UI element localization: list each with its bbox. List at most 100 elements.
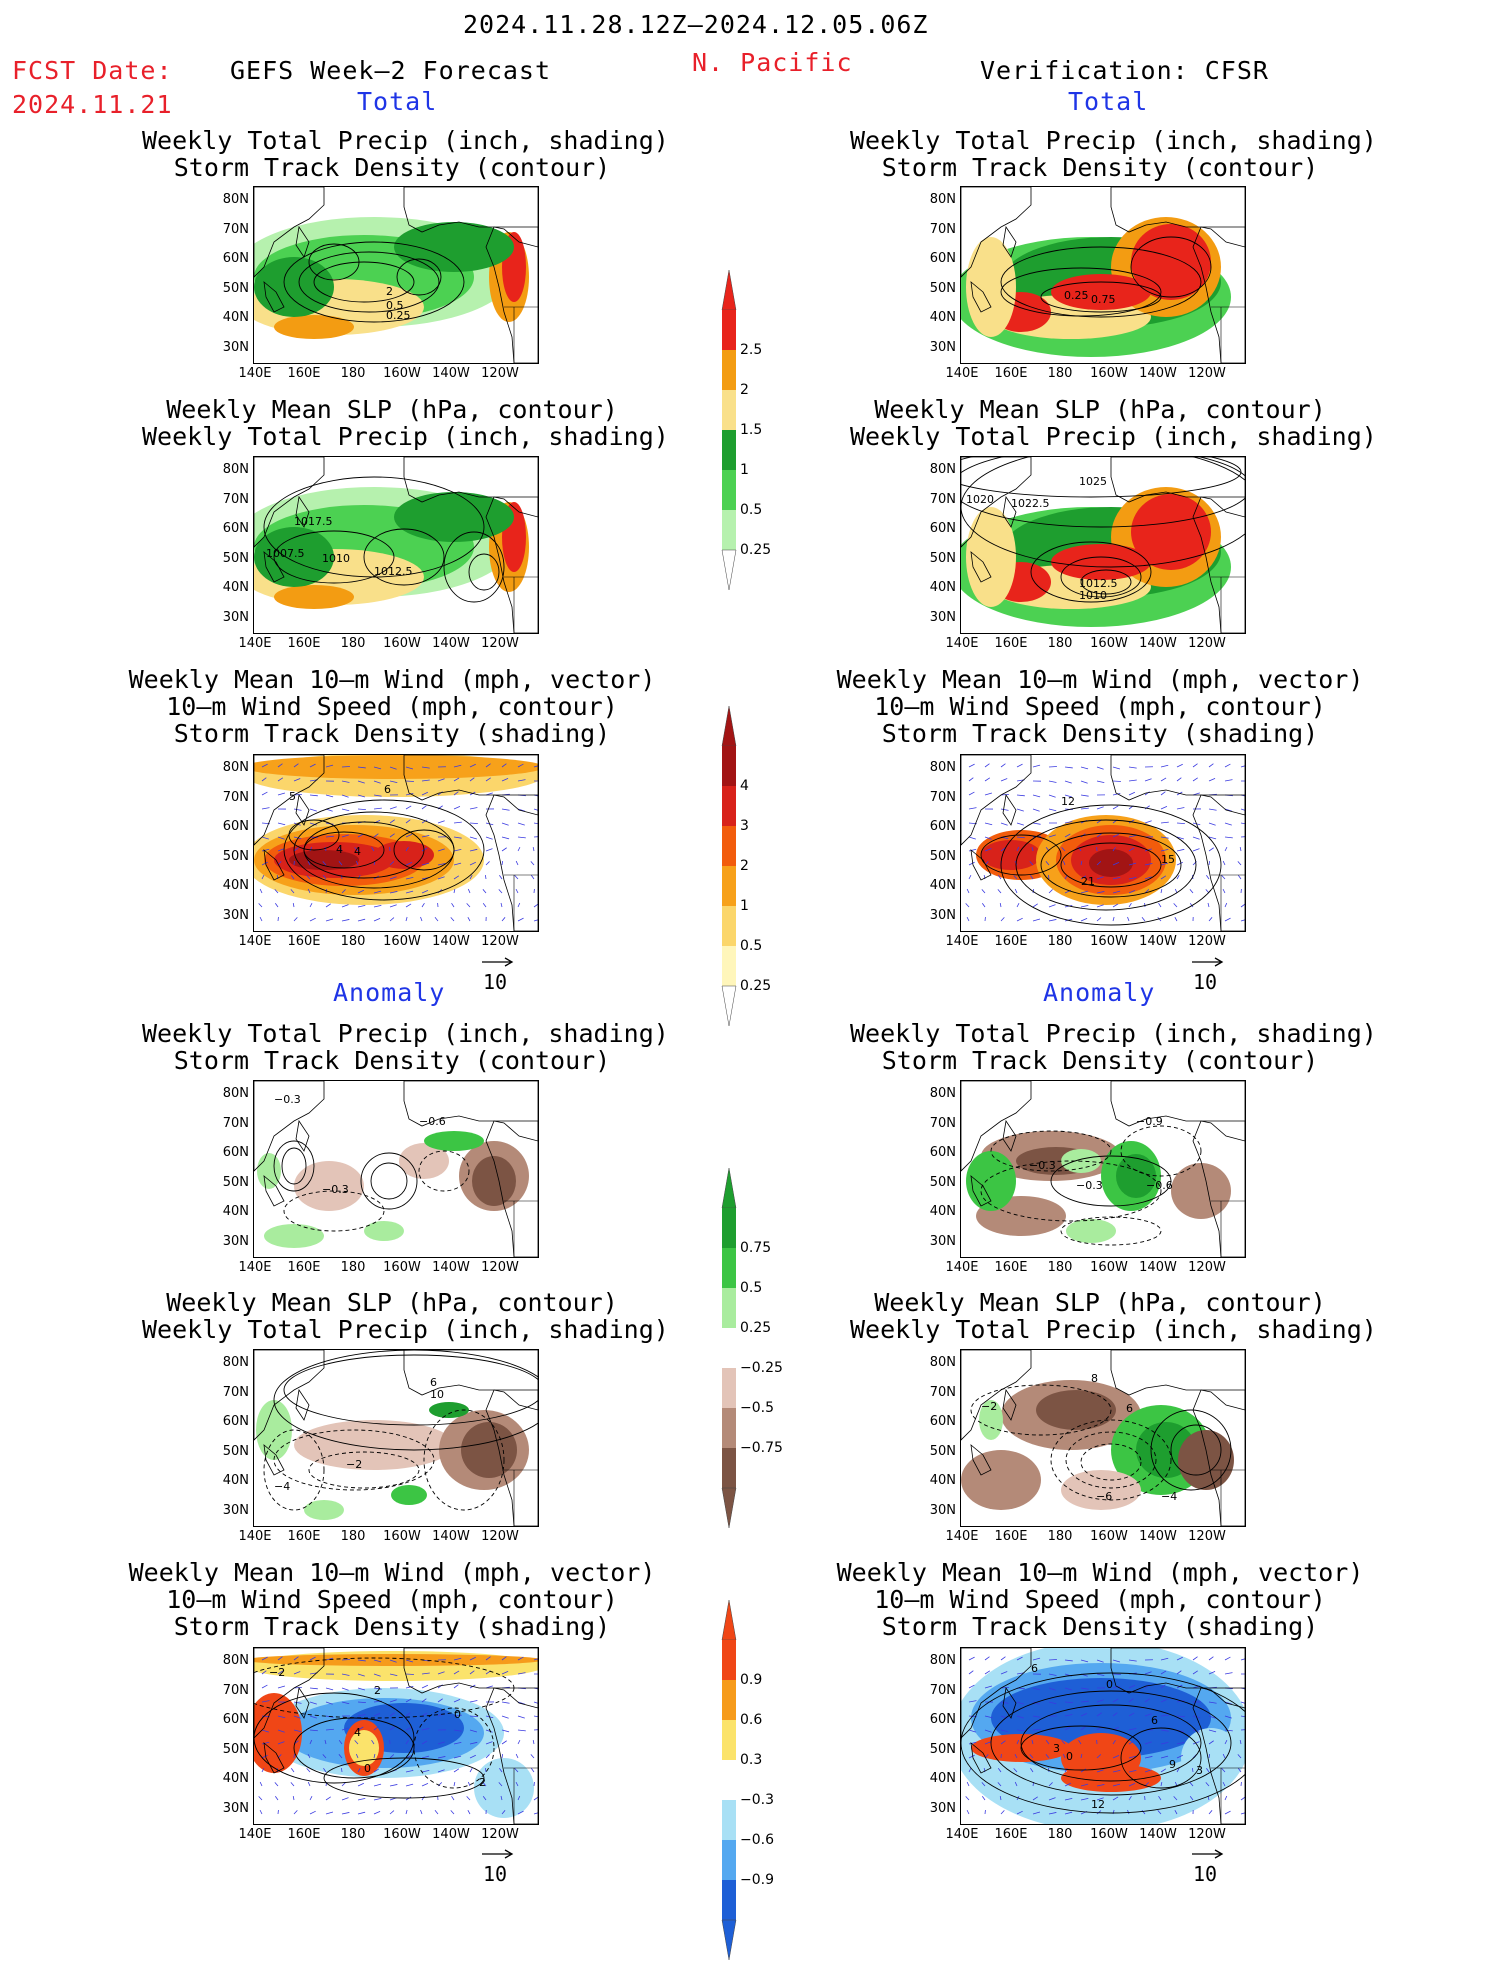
wind-vector — [278, 1686, 285, 1688]
wind-vector — [310, 903, 312, 907]
lat-tick-label: 60N — [916, 521, 956, 536]
colorbar-cap — [722, 1488, 736, 1528]
wind-vector — [451, 917, 454, 921]
arrow-right-icon — [481, 956, 515, 968]
wind-vector — [1225, 918, 1231, 921]
wind-vector — [1015, 889, 1017, 893]
wind-vector — [502, 837, 509, 839]
wind-vector — [1049, 905, 1056, 907]
contour-label: −0.3 — [1029, 1159, 1056, 1172]
lon-tick-label: 140E — [233, 636, 277, 651]
wind-vector — [502, 1702, 510, 1703]
wind-vector — [516, 1754, 518, 1758]
lat-tick-label: 60N — [916, 819, 956, 834]
wind-vector — [1177, 778, 1181, 781]
lat-tick-label: 70N — [209, 1385, 249, 1400]
lat-tick-label: 80N — [916, 192, 956, 207]
lon-tick-label: 120W — [1185, 934, 1229, 949]
contour-label: −0.3 — [274, 1093, 301, 1106]
shading-region — [257, 1153, 281, 1189]
wind-vector — [1209, 1810, 1212, 1814]
lat-tick-label: 60N — [916, 1145, 956, 1160]
wind-vector — [1241, 823, 1245, 824]
lon-tick-label: 160E — [989, 1827, 1033, 1842]
lon-tick-label: 160W — [380, 636, 424, 651]
shading-region — [274, 315, 354, 339]
wind-vector — [534, 904, 538, 907]
lat-tick-label: 60N — [209, 521, 249, 536]
wind-vector — [969, 1671, 973, 1674]
lat-tick-label: 30N — [209, 1234, 249, 1249]
contour-label: 4 — [354, 1726, 361, 1739]
lat-tick-label: 70N — [209, 222, 249, 237]
wind-vector — [515, 875, 518, 879]
lon-tick-label: 160E — [989, 1260, 1033, 1275]
wind-vector — [1081, 795, 1089, 796]
lat-tick-label: 30N — [209, 1503, 249, 1518]
vector-reference: 10 — [481, 953, 515, 994]
wind-vector — [259, 903, 262, 907]
map-panel-p7: −0.3−0.6−0.3 — [253, 1080, 539, 1258]
wind-vector — [310, 1796, 312, 1800]
wind-vector — [1209, 823, 1216, 825]
lat-tick-label: 40N — [209, 310, 249, 325]
shading-region — [424, 1131, 484, 1151]
wind-vector — [1161, 806, 1167, 809]
wind-vector — [1097, 767, 1104, 769]
lon-tick-label: 160W — [1087, 934, 1131, 949]
wind-vector — [985, 764, 989, 767]
shading-region — [254, 755, 538, 779]
wind-vector — [1225, 823, 1232, 825]
contour-label: 6 — [1126, 1402, 1133, 1415]
wind-vector — [985, 1657, 989, 1660]
lat-tick-label: 40N — [916, 580, 956, 595]
colorbar-label: 0.5 — [740, 938, 762, 954]
wind-vector — [1129, 792, 1135, 795]
wind-vector — [310, 1688, 318, 1689]
shading-region — [289, 850, 359, 870]
colorbar-segment — [722, 946, 736, 986]
wind-vector — [1081, 808, 1089, 809]
lon-tick-label: 140E — [233, 1260, 277, 1275]
contour-label: 1007.5 — [266, 547, 305, 560]
lon-tick-label: 140W — [429, 636, 473, 651]
contour-label: 0 — [1066, 1750, 1073, 1763]
lon-tick-label: 160W — [1087, 366, 1131, 381]
lon-tick-label: 160W — [1087, 1529, 1131, 1544]
wind-vector — [533, 1740, 534, 1744]
lat-tick-label: 80N — [209, 1653, 249, 1668]
contour-line — [361, 1153, 417, 1209]
contour-label: 6 — [384, 783, 391, 796]
lat-tick-label: 30N — [916, 1234, 956, 1249]
panel-title: Weekly Total Precip (inch, shading)Storm… — [850, 1020, 1350, 1074]
wind-vector — [998, 889, 1001, 893]
wind-vector — [1193, 1657, 1198, 1660]
lat-tick-label: 70N — [209, 1116, 249, 1131]
lat-tick-label: 50N — [916, 1742, 956, 1757]
wind-vector — [1225, 764, 1230, 767]
lon-tick-label: 160E — [989, 934, 1033, 949]
wind-vector — [534, 1702, 538, 1704]
colorbar-segment — [722, 1248, 736, 1288]
lat-tick-label: 30N — [209, 610, 249, 625]
coastline — [404, 1081, 538, 1141]
wind-vector — [1081, 905, 1088, 907]
wind-vector — [262, 792, 267, 795]
right-model-title: Verification: CFSR — [980, 56, 1269, 85]
wind-vector — [1225, 903, 1227, 907]
wind-vector — [1225, 837, 1233, 838]
wind-vector — [454, 806, 460, 809]
shading-region — [981, 840, 1041, 870]
date-range-title: 2024.11.28.12Z–2024.12.05.06Z — [463, 10, 929, 39]
wind-vector — [534, 1729, 538, 1730]
wind-vector — [967, 1782, 969, 1786]
arrow-right-icon — [1191, 956, 1225, 968]
wind-vector — [358, 1812, 365, 1814]
wind-vector — [502, 1754, 503, 1758]
wind-vector — [1209, 778, 1215, 781]
wind-vector — [969, 764, 975, 767]
wind-vector — [422, 903, 424, 907]
wind-vector — [1113, 1674, 1121, 1675]
wind-vector — [1193, 764, 1198, 767]
